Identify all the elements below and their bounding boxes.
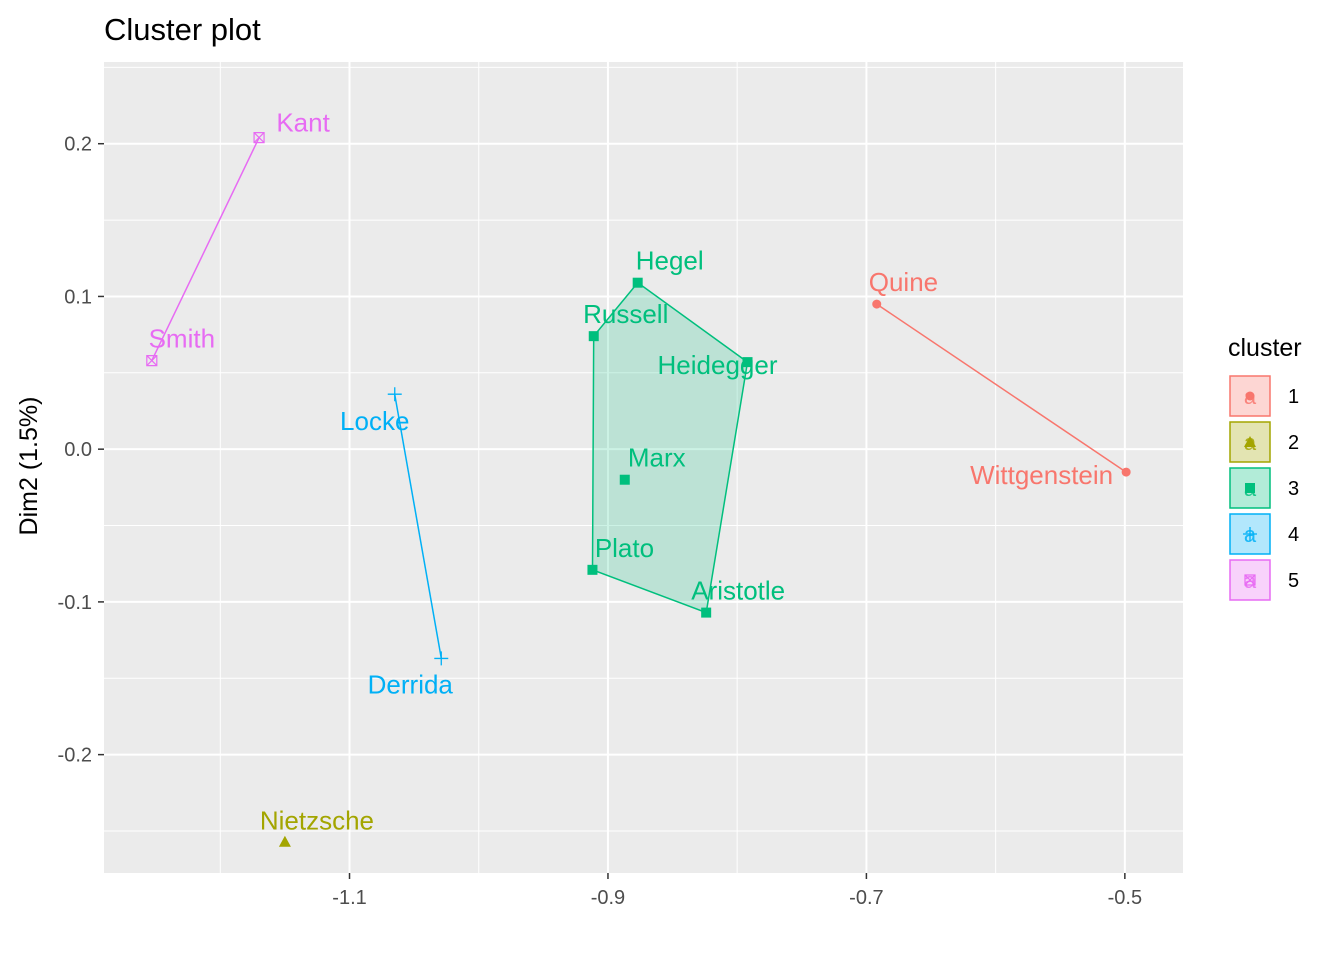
legend-label-4: 4	[1288, 524, 1299, 546]
x-tick-label: -0.5	[1108, 887, 1142, 909]
x-tick-label: -1.1	[332, 887, 366, 909]
label-quine: Quine	[869, 267, 938, 297]
y-axis-title: Dim2 (1.5%)	[15, 397, 43, 536]
label-russell: Russell	[583, 299, 668, 329]
legend-marker-1	[1245, 391, 1255, 401]
legend-key-letter: a	[1244, 476, 1257, 501]
point-labels: Quine Wittgenstein Nietzsche Hegel Russell He…	[149, 108, 1114, 836]
label-marx: Marx	[628, 443, 686, 473]
legend-label-2: 2	[1288, 432, 1299, 454]
cluster-3-hull	[591, 281, 749, 614]
label-plato: Plato	[595, 533, 654, 563]
label-smith: Smith	[149, 324, 215, 354]
legend-marker-2	[1244, 436, 1256, 447]
label-locke: Locke	[340, 406, 409, 436]
label-derrida: Derrida	[368, 669, 454, 699]
point-derrida	[434, 651, 449, 666]
label-aristotle: Aristotle	[691, 576, 785, 606]
point-smith	[146, 354, 158, 367]
legend-key-letter: a	[1244, 384, 1257, 409]
legend-marker-5	[1244, 574, 1256, 586]
legend-marker-3	[1245, 483, 1255, 493]
y-tick-label: -0.1	[58, 592, 92, 614]
legend-key-letter: a	[1244, 568, 1257, 593]
y-tick-label: 0.0	[64, 439, 92, 461]
label-nietzsche: Nietzsche	[260, 806, 374, 836]
point-heidegger	[742, 357, 753, 368]
x-axis: -1.1 -0.9 -0.7 -0.5	[332, 873, 1142, 909]
cluster-5-hull	[151, 137, 260, 361]
label-wittgenstein: Wittgenstein	[970, 460, 1113, 490]
legend: cluster a 1 a 2 a 3 a 4 a 5	[1228, 334, 1302, 601]
point-marx	[619, 474, 630, 485]
chart-title: Cluster plot	[104, 12, 261, 47]
plot-panel	[104, 62, 1183, 873]
legend-label-5: 5	[1288, 570, 1299, 592]
point-russell	[588, 331, 599, 342]
point-kant	[253, 132, 265, 144]
data-points	[146, 132, 1131, 847]
point-locke	[387, 387, 402, 402]
point-hegel	[632, 277, 643, 288]
legend-title: cluster	[1228, 334, 1302, 362]
point-aristotle	[701, 607, 712, 618]
cluster-hulls	[151, 137, 1127, 659]
y-tick-label: -0.2	[58, 745, 92, 767]
point-plato	[587, 564, 598, 575]
cluster-1-hull	[876, 303, 1127, 473]
legend-label-3: 3	[1288, 478, 1299, 500]
legend-marker-4	[1243, 527, 1257, 541]
legend-label-1: 1	[1288, 386, 1299, 408]
grid-lines	[104, 62, 1183, 873]
y-tick-label: 0.1	[64, 286, 92, 308]
x-tick-label: -0.9	[591, 887, 625, 909]
point-quine	[872, 299, 882, 309]
cluster-4-hull	[393, 394, 443, 659]
x-tick-label: -0.7	[849, 887, 883, 909]
y-tick-label: 0.2	[64, 134, 92, 156]
legend-key-letter: a	[1244, 522, 1257, 547]
label-heidegger: Heidegger	[658, 350, 778, 380]
label-hegel: Hegel	[636, 246, 704, 276]
legend-key-letter: a	[1244, 430, 1257, 455]
y-axis: -0.2 -0.1 0.0 0.1 0.2	[58, 134, 104, 767]
point-nietzsche	[278, 835, 291, 847]
label-kant: Kant	[276, 108, 330, 138]
point-wittgenstein	[1121, 467, 1131, 477]
